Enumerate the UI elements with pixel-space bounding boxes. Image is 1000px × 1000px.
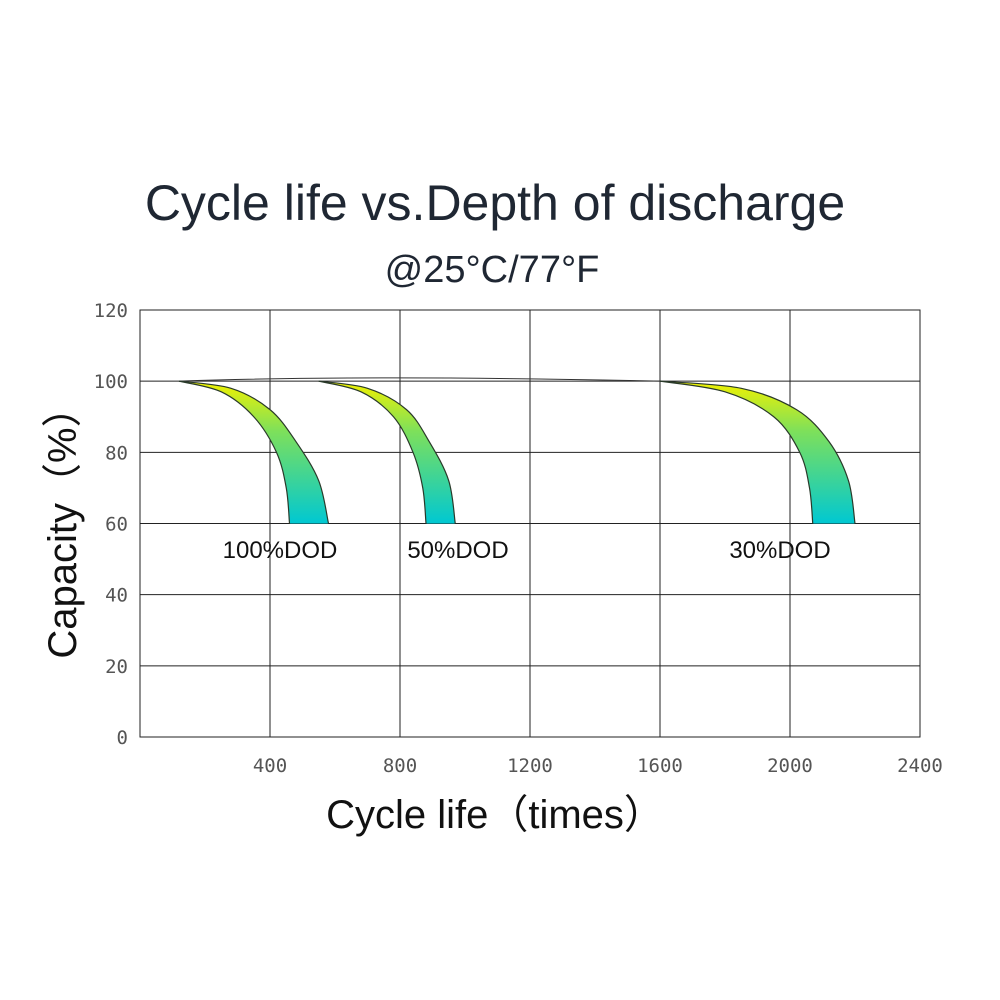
y-tick-label: 60 bbox=[105, 514, 128, 536]
series-label-30%DOD: 30%DOD bbox=[729, 537, 830, 564]
series-label-100%DOD: 100%DOD bbox=[223, 537, 338, 564]
series-label-50%DOD: 50%DOD bbox=[407, 537, 508, 564]
bands bbox=[178, 377, 856, 524]
y-tick-label: 20 bbox=[105, 656, 128, 678]
band-lower-edge bbox=[318, 380, 456, 524]
y-tick-label: 120 bbox=[94, 300, 128, 322]
band-upper-edge bbox=[659, 380, 814, 524]
y-tick-label: 100 bbox=[94, 371, 128, 393]
x-tick-label: 2000 bbox=[767, 755, 813, 777]
band-labels: 100%DOD 50%DOD 30%DOD bbox=[223, 537, 831, 564]
ticks: 0 20 40 60 80 100 120 400 800 1200 1600 2000 2400 bbox=[94, 300, 943, 777]
chart-subtitle: @25°C/77°F bbox=[385, 249, 600, 291]
grid bbox=[139, 309, 921, 738]
chart-title: Cycle life vs.Depth of discharge bbox=[145, 175, 845, 231]
y-tick-label: 80 bbox=[105, 442, 128, 464]
x-tick-label: 2400 bbox=[897, 755, 943, 777]
band-lower-edge bbox=[178, 380, 330, 524]
x-tick-label: 400 bbox=[253, 755, 287, 777]
band-lower-edge bbox=[659, 380, 856, 524]
x-axis-title: Cycle life（times） bbox=[326, 793, 664, 837]
x-tick-label: 1200 bbox=[507, 755, 553, 777]
band-upper-edge bbox=[178, 380, 291, 524]
x-tick-label: 1600 bbox=[637, 755, 683, 777]
band-upper-edge bbox=[318, 380, 427, 524]
y-tick-label: 40 bbox=[105, 585, 128, 607]
x-tick-label: 800 bbox=[383, 755, 417, 777]
y-axis-title: Capacity（%） bbox=[41, 387, 85, 658]
y-tick-label: 0 bbox=[117, 727, 128, 749]
reference-line bbox=[178, 377, 661, 382]
band-fill-100%DOD bbox=[179, 381, 329, 524]
